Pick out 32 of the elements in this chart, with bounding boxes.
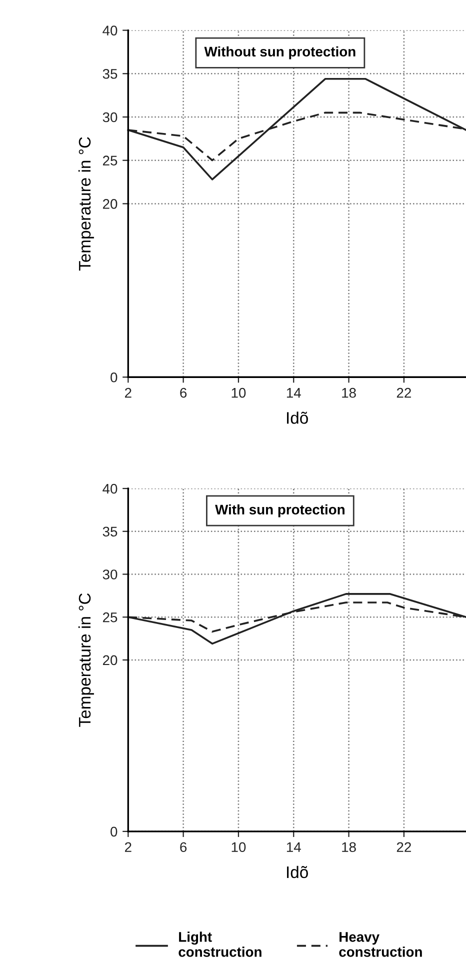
text: Without sun protection bbox=[204, 46, 356, 60]
x-tick-label: 18 bbox=[342, 842, 356, 852]
x-tick-label: 10 bbox=[232, 842, 246, 852]
y-tick-label: 0 bbox=[110, 826, 118, 837]
x-tick-label: 6 bbox=[180, 842, 187, 852]
y-tick-label: 20 bbox=[102, 655, 118, 666]
x-tick-label: 2 bbox=[124, 842, 132, 852]
x-tick-label: 18 bbox=[342, 388, 356, 398]
y-tick-label: 0 bbox=[110, 372, 118, 382]
legend-label: Heavy construction bbox=[339, 932, 422, 957]
x-axis-title: Idõ bbox=[287, 412, 308, 424]
text: With sun protection bbox=[215, 504, 344, 518]
y-tick-label: 30 bbox=[102, 112, 118, 122]
x-tick-label: 14 bbox=[286, 388, 301, 398]
y-tick-label: 20 bbox=[102, 199, 118, 209]
y-tick-label: 40 bbox=[102, 484, 118, 494]
x-axis-title: Idõ bbox=[287, 866, 308, 878]
y-tick-label: 35 bbox=[102, 68, 118, 79]
x-tick-label: 6 bbox=[180, 388, 187, 398]
x-tick-label: 14 bbox=[286, 842, 301, 852]
y-tick-label: 30 bbox=[102, 570, 118, 580]
x-tick-label: 22 bbox=[396, 842, 411, 852]
x-tick-label: 2 bbox=[124, 388, 132, 398]
y-tick-label: 40 bbox=[102, 26, 118, 36]
y-axis-title: Temperature in °C bbox=[78, 593, 94, 727]
y-tick-label: 25 bbox=[102, 156, 118, 166]
y-tick-label: 25 bbox=[102, 612, 118, 622]
legend-label: Light construction bbox=[178, 932, 262, 957]
x-tick-label: 22 bbox=[396, 388, 411, 398]
x-tick-label: 10 bbox=[232, 388, 246, 398]
y-tick-label: 35 bbox=[102, 526, 118, 537]
y-axis-title: Temperature in °C bbox=[78, 137, 94, 271]
